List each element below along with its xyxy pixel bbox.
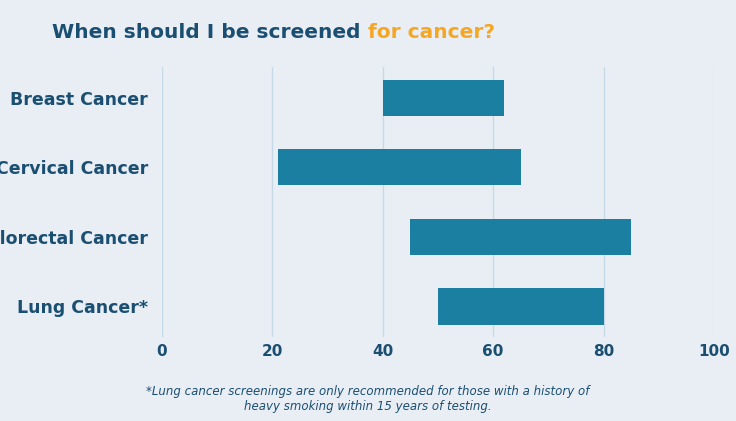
Text: When should I be screened for cancer?: When should I be screened for cancer? — [146, 21, 590, 40]
Text: for cancer?: for cancer? — [368, 23, 495, 42]
Bar — [438, 288, 604, 325]
Bar — [278, 149, 521, 185]
Text: *Lung cancer screenings are only recommended for those with a history of
heavy s: *Lung cancer screenings are only recomme… — [146, 384, 590, 413]
Bar — [411, 219, 631, 255]
Text: When should I be screened: When should I be screened — [52, 23, 368, 42]
Title: When should I be screened for cancer?: When should I be screened for cancer? — [0, 420, 1, 421]
Bar — [383, 80, 504, 116]
